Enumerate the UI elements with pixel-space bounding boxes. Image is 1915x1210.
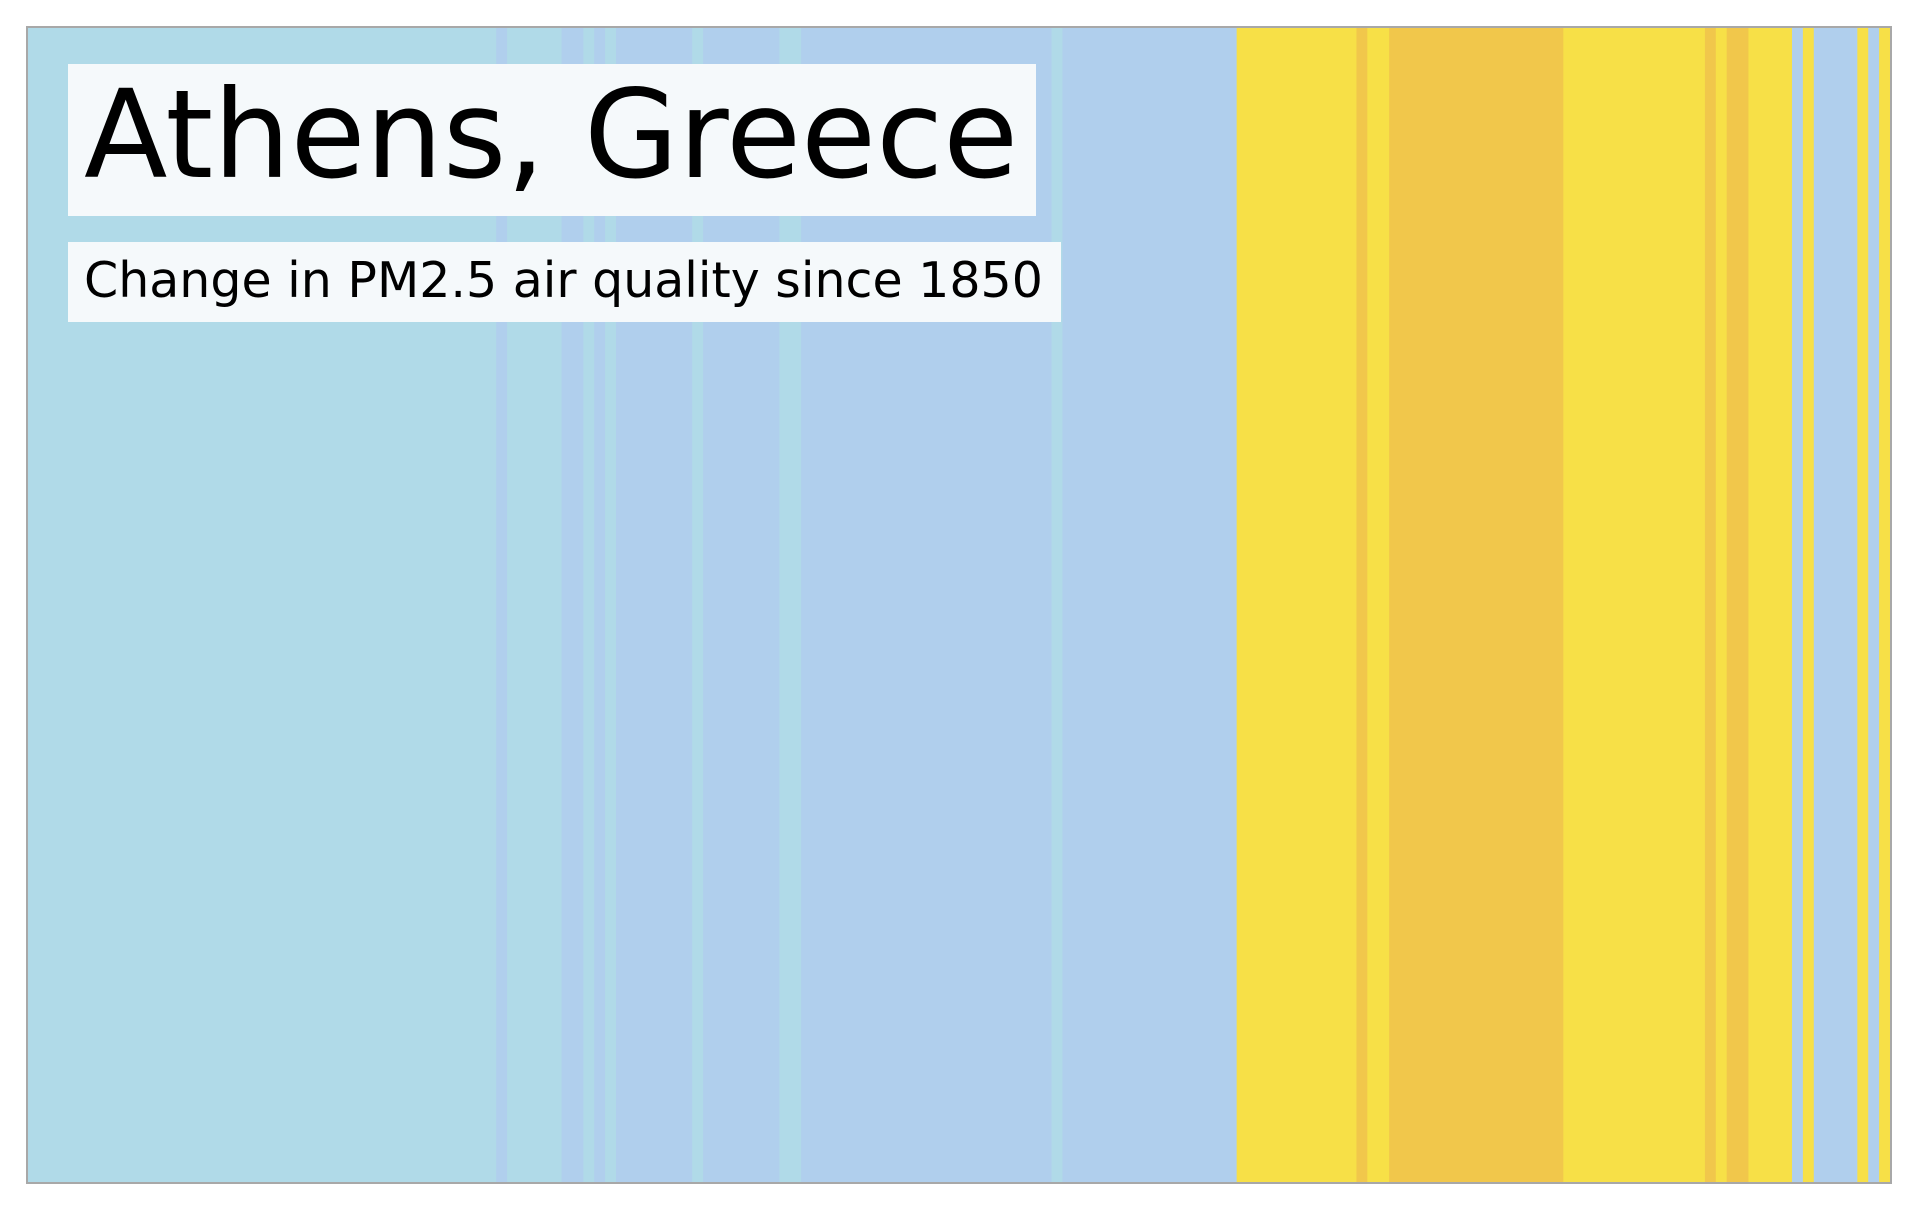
stripe-1901 [583,28,595,1182]
stripe-1921 [801,28,1053,1182]
stripe-1961 [1236,28,1358,1182]
stripe-1902 [594,28,606,1182]
stripe-1894 [507,28,563,1182]
stripe-2013 [1802,28,1815,1182]
stripe-1975 [1389,28,1564,1182]
chart-title: Athens, Greece [68,64,1037,216]
stripe-2019 [1868,28,1880,1182]
chart-subtitle: Change in PM2.5 air quality since 1850 [68,242,1061,322]
stripe-1911 [692,28,704,1182]
stripe-2014 [1813,28,1858,1182]
stripe-1945 [1062,28,1238,1182]
chart-frame: Athens, Greece Change in PM2.5 air quali… [26,26,1892,1184]
stripe-1850 [28,28,497,1182]
stripe-2005 [1715,28,1728,1182]
stripes-plot [28,28,1890,1182]
stripe-2018 [1857,28,1869,1182]
stripe-1903 [605,28,617,1182]
stripe-2020 [1879,28,1890,1182]
stripe-2006 [1726,28,1750,1182]
stripe-1973 [1367,28,1390,1182]
stripe-2012 [1792,28,1804,1182]
stripe-1912 [703,28,780,1182]
stripe-1893 [496,28,508,1182]
stripe-1972 [1356,28,1368,1182]
stripe-2004 [1704,28,1717,1182]
stripe-1991 [1563,28,1706,1182]
stripe-1904 [615,28,693,1182]
stripe-2008 [1748,28,1793,1182]
stripe-1944 [1051,28,1064,1182]
